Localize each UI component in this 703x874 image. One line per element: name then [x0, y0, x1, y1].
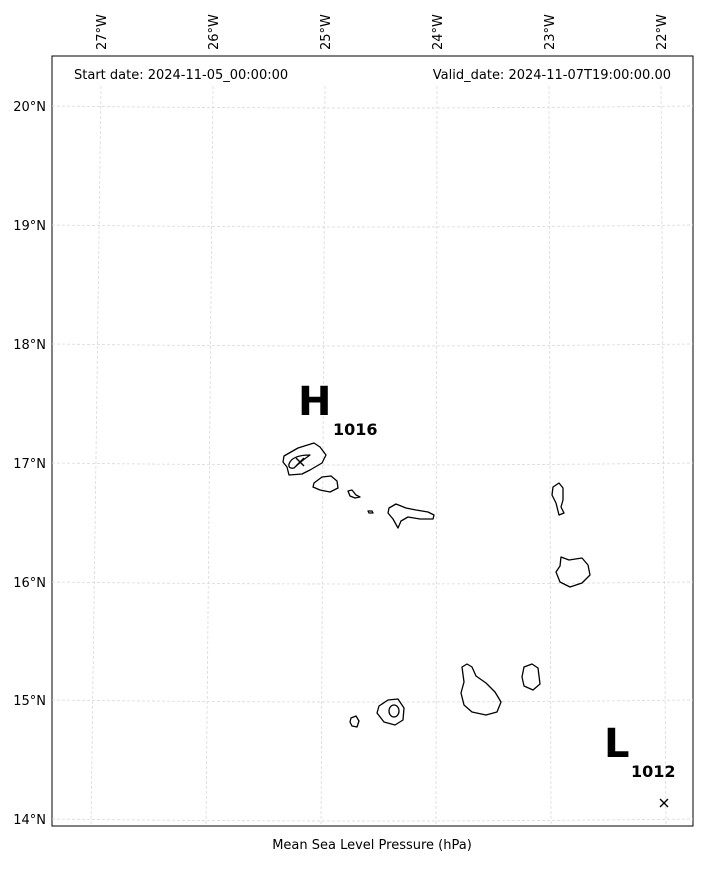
meridian-22w	[660, 85, 667, 827]
low-pressure-system: L 1012	[604, 721, 676, 808]
parallel-15n	[51, 699, 694, 703]
island-santo-antao	[282, 442, 327, 476]
island-brava	[349, 715, 360, 728]
island-fogo	[376, 698, 405, 726]
parallel-14n	[51, 818, 694, 822]
low-letter: L	[604, 721, 630, 767]
lat-label: 20°N	[13, 100, 46, 115]
island-islet	[367, 510, 374, 514]
island-santiago	[460, 663, 502, 716]
valid-date-text: Valid_date: 2024-11-07T19:00:00.00	[433, 68, 671, 83]
meridian-27w	[90, 85, 102, 827]
lat-label: 18°N	[13, 338, 46, 353]
coastlines	[282, 442, 591, 728]
lat-label: 15°N	[13, 694, 46, 709]
parallel-17n	[51, 462, 694, 466]
parallel-20n	[51, 105, 694, 109]
island-sal	[551, 482, 565, 516]
parallel-18n	[51, 343, 694, 347]
island-sao-vicente	[312, 475, 339, 493]
fogo-contour	[388, 704, 400, 718]
high-center-marker	[295, 457, 305, 467]
meridian-24w	[435, 85, 438, 827]
high-value: 1016	[333, 420, 378, 439]
parallel-16n	[51, 581, 694, 585]
lon-label: 24°W	[431, 14, 446, 50]
meridian-25w	[320, 85, 326, 827]
lat-label: 19°N	[13, 219, 46, 234]
lon-label: 22°W	[655, 14, 670, 50]
lon-label: 26°W	[207, 14, 222, 50]
island-sao-nicolau	[387, 503, 435, 529]
graticule	[51, 85, 694, 827]
lon-label: 25°W	[319, 14, 334, 50]
island-maio	[521, 663, 541, 691]
low-value: 1012	[631, 762, 676, 781]
parallel-19n	[51, 224, 694, 228]
lon-label: 27°W	[95, 14, 110, 50]
longitude-labels: 27°W 26°W 25°W 24°W 23°W 22°W	[95, 14, 670, 50]
map-frame	[51, 55, 694, 827]
high-pressure-system: H 1016	[295, 379, 378, 467]
lat-label: 17°N	[13, 457, 46, 472]
island-boa-vista	[555, 556, 591, 588]
low-center-marker	[659, 798, 669, 808]
high-letter: H	[298, 379, 331, 425]
latitude-labels: 20°N 19°N 18°N 17°N 16°N 15°N 14°N	[13, 100, 46, 828]
map-caption: Mean Sea Level Pressure (hPa)	[272, 838, 472, 853]
start-date-text: Start date: 2024-11-05_00:00:00	[74, 68, 288, 83]
lon-label: 23°W	[543, 14, 558, 50]
meridian-26w	[205, 85, 214, 827]
lat-label: 14°N	[13, 813, 46, 828]
lat-label: 16°N	[13, 576, 46, 591]
island-santa-luzia	[347, 489, 361, 499]
meridian-23w	[548, 85, 552, 827]
